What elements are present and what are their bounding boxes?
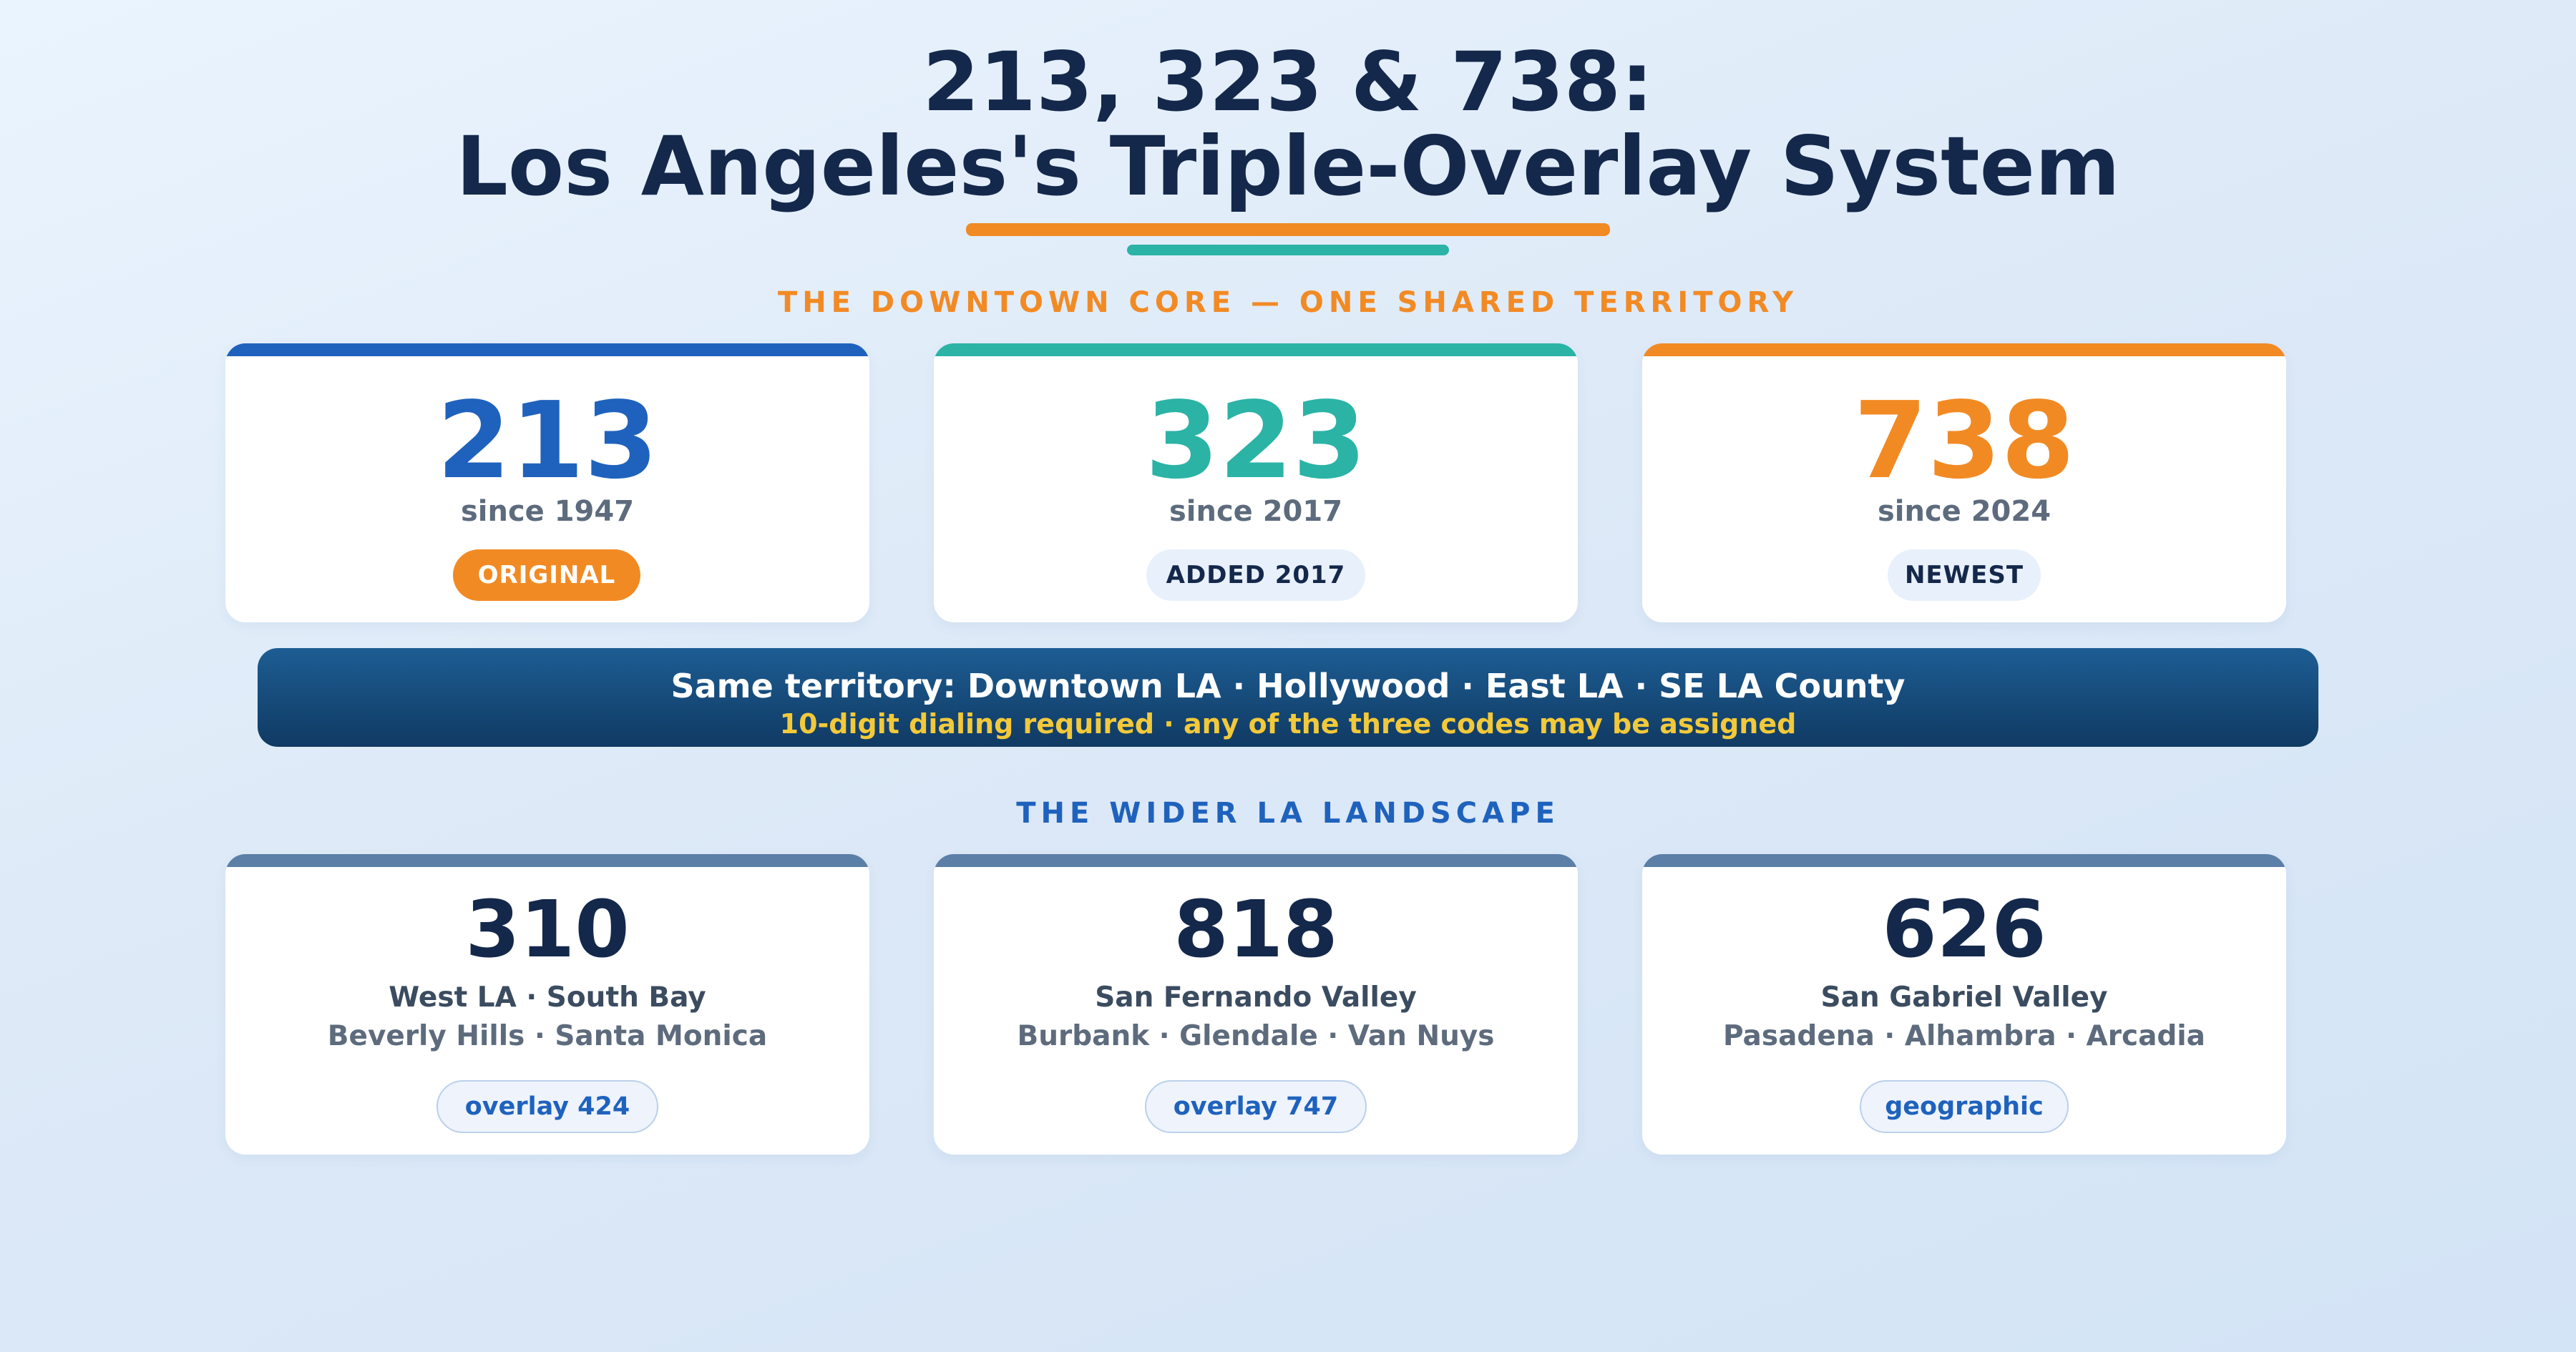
card-accent-bar	[225, 854, 869, 867]
geographic-tag: geographic	[1860, 1080, 2069, 1133]
title-underline-orange	[966, 223, 1610, 236]
overlay-tag: overlay 424	[436, 1080, 658, 1133]
card-accent-bar	[934, 343, 1578, 356]
area-code-card-310: 310 West LA · South Bay Beverly Hills · …	[225, 854, 869, 1155]
page-title-line-2: Los Angeles's Triple-Overlay System	[456, 119, 2120, 214]
downtown-core-heading: THE DOWNTOWN CORE — ONE SHARED TERRITORY	[777, 286, 1799, 319]
area-code-number: 323	[1145, 379, 1367, 502]
region-name: West LA · South Bay	[389, 981, 706, 1014]
area-code-number: 738	[1853, 379, 2075, 502]
shared-territory-banner: Same territory: Downtown LA · Hollywood …	[258, 648, 2318, 747]
region-towns: Burbank · Glendale · Van Nuys	[1017, 1020, 1495, 1052]
card-accent-bar	[1642, 343, 2286, 356]
area-code-number: 213	[436, 379, 658, 502]
overlay-tag: overlay 747	[1145, 1080, 1367, 1133]
region-name: San Gabriel Valley	[1820, 981, 2108, 1014]
area-code-number: 310	[465, 883, 630, 975]
region-towns: Beverly Hills · Santa Monica	[327, 1020, 768, 1052]
status-badge: NEWEST	[1888, 549, 2041, 601]
area-code-card-323: 323 since 2017 ADDED 2017	[934, 343, 1578, 622]
banner-territory-text: Same territory: Downtown LA · Hollywood …	[670, 667, 1906, 705]
region-towns: Pasadena · Alhambra · Arcadia	[1723, 1020, 2205, 1052]
area-code-card-738: 738 since 2024 NEWEST	[1642, 343, 2286, 622]
region-name: San Fernando Valley	[1095, 981, 1417, 1014]
area-code-card-213: 213 since 1947 ORIGINAL	[225, 343, 869, 622]
page-title-line-1: 213, 323 & 738:	[922, 34, 1654, 129]
status-badge: ORIGINAL	[453, 549, 640, 601]
title-underline-teal	[1127, 245, 1449, 255]
area-code-card-626: 626 San Gabriel Valley Pasadena · Alhamb…	[1642, 854, 2286, 1155]
status-badge: ADDED 2017	[1146, 549, 1365, 601]
banner-dialing-note: 10-digit dialing required · any of the t…	[779, 708, 1797, 740]
area-code-number: 818	[1174, 883, 1338, 975]
since-year: since 1947	[460, 495, 635, 528]
card-accent-bar	[1642, 854, 2286, 867]
card-accent-bar	[225, 343, 869, 356]
area-code-card-818: 818 San Fernando Valley Burbank · Glenda…	[934, 854, 1578, 1155]
since-year: since 2017	[1169, 495, 1343, 528]
card-accent-bar	[934, 854, 1578, 867]
area-code-number: 626	[1882, 883, 2046, 975]
wider-landscape-heading: THE WIDER LA LANDSCAPE	[1016, 797, 1560, 830]
since-year: since 2024	[1877, 495, 2051, 528]
